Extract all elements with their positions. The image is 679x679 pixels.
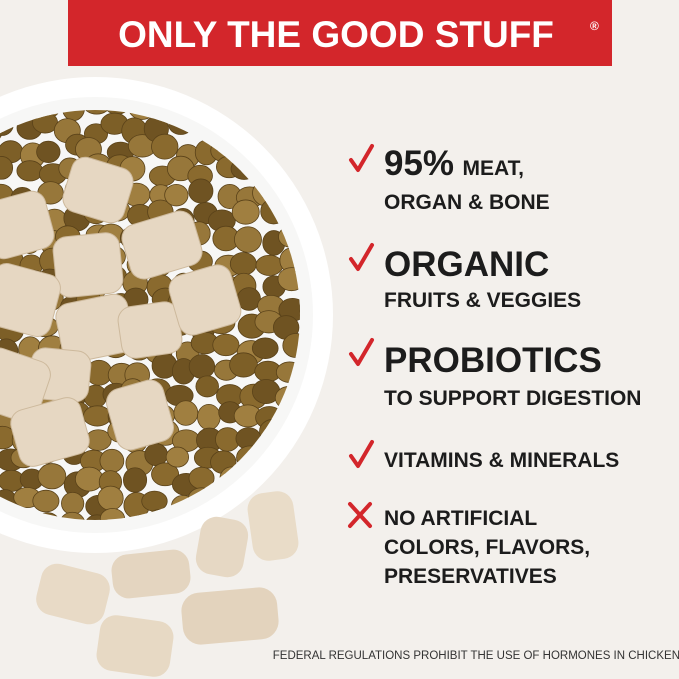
benefit-text: TO SUPPORT DIGESTION	[384, 387, 641, 410]
chicken-piece	[0, 347, 51, 423]
kibble	[123, 467, 148, 493]
benefit-text: ORGAN & BONE	[384, 191, 550, 214]
kibble	[32, 489, 60, 513]
kibble	[195, 375, 219, 398]
chicken-piece	[168, 264, 242, 336]
kibble	[37, 463, 67, 490]
kibble	[188, 178, 214, 204]
chicken-piece	[106, 379, 174, 451]
kibble	[83, 405, 112, 427]
footnote: FEDERAL REGULATIONS PROHIBIT THE USE OF …	[273, 650, 679, 662]
chicken-piece	[0, 190, 55, 260]
kibble	[36, 140, 61, 163]
kibble	[164, 183, 189, 207]
kibble	[299, 296, 300, 321]
benefit: 95% MEAT,	[384, 144, 524, 183]
banner-title: ONLY THE GOOD STUFF	[118, 14, 554, 55]
banner	[68, 0, 612, 66]
benefit-headline: 95%	[384, 144, 454, 183]
kibble	[229, 352, 258, 378]
chicken-piece	[181, 587, 279, 645]
kibble	[97, 485, 124, 511]
chicken-piece	[36, 563, 110, 625]
kibble	[0, 156, 14, 180]
kibble	[151, 133, 179, 160]
loose-pieces	[36, 491, 299, 677]
kibble	[99, 448, 125, 473]
kibble	[74, 466, 104, 492]
kibble	[144, 443, 168, 467]
chicken-piece	[62, 156, 134, 224]
exclusion-text: NO ARTIFICIAL	[384, 507, 537, 530]
benefit-text: VITAMINS & MINERALS	[384, 449, 619, 472]
kibble	[255, 254, 284, 276]
kibble	[141, 490, 168, 512]
check-icon	[349, 144, 374, 172]
kibble	[151, 462, 180, 487]
benefit-headline: ORGANIC	[384, 245, 549, 284]
kibble	[165, 446, 190, 468]
kibble	[197, 403, 221, 431]
exclusion-text: PRESERVATIVES	[384, 565, 557, 588]
kibble	[84, 514, 110, 520]
chicken-piece	[195, 516, 249, 578]
exclusion-text: COLORS, FLAVORS,	[384, 536, 590, 559]
chicken-piece	[52, 232, 124, 298]
kibble	[231, 199, 260, 225]
check-icon	[349, 440, 374, 468]
kibble	[173, 400, 199, 426]
benefit-headline: PROBIOTICS	[384, 341, 602, 380]
chicken-piece	[0, 263, 61, 337]
check-icon	[349, 338, 374, 366]
kibble	[16, 160, 44, 182]
icons	[348, 144, 374, 528]
chicken-piece	[96, 615, 174, 677]
chicken-piece	[111, 549, 191, 599]
x-icon	[348, 502, 372, 528]
kibble	[188, 354, 216, 379]
chicken-piece	[117, 301, 183, 359]
kibble	[61, 491, 85, 515]
benefit-text: MEAT,	[463, 157, 524, 180]
benefit-text: FRUITS & VEGGIES	[384, 289, 581, 312]
kibble	[234, 226, 262, 253]
kibble	[212, 333, 240, 357]
kibble	[82, 110, 111, 115]
food	[0, 110, 300, 520]
kibble	[251, 337, 279, 360]
chicken-piece	[10, 397, 90, 467]
kibble	[229, 252, 257, 276]
chicken-piece	[247, 491, 299, 561]
registered-mark: ®	[590, 19, 599, 33]
chicken-piece	[121, 210, 203, 280]
check-icon	[349, 243, 374, 271]
